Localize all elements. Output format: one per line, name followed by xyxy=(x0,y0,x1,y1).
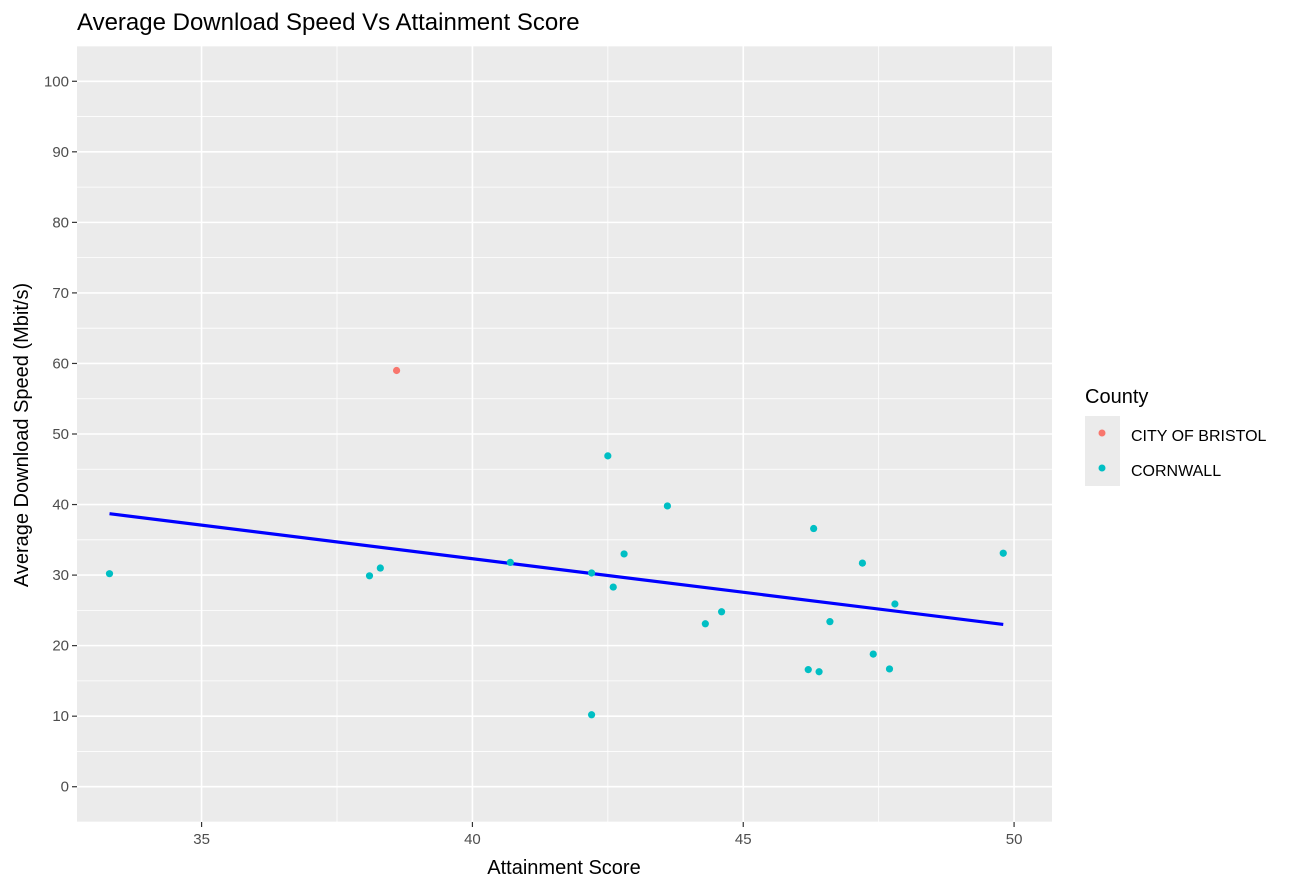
point-city-of-bristol xyxy=(392,366,401,375)
legend: County CITY OF BRISTOL CORNWALL xyxy=(1085,386,1267,486)
legend-key-bristol xyxy=(1098,429,1106,437)
point-cornwall xyxy=(609,583,617,591)
point-cornwall xyxy=(587,711,596,719)
point-cornwall xyxy=(663,502,672,510)
y-tick-label: 20 xyxy=(52,638,69,655)
legend-key-cornwall xyxy=(1098,464,1106,472)
point-cornwall xyxy=(506,558,514,566)
trend-line xyxy=(109,512,1004,627)
point-cornwall xyxy=(891,600,899,608)
point-cornwall xyxy=(999,549,1007,557)
y-tick-label: 10 xyxy=(52,708,69,725)
trend-line-group xyxy=(109,512,1004,627)
y-tick-label: 50 xyxy=(52,426,69,443)
y-tick-label: 30 xyxy=(52,567,69,584)
point-cornwall xyxy=(365,572,374,580)
legend-label-bristol: CITY OF BRISTOL xyxy=(1131,428,1267,445)
y-tick-label: 60 xyxy=(52,355,69,372)
point-cornwall xyxy=(701,620,709,628)
y-tick-label: 70 xyxy=(52,285,69,302)
x-axis-title: Attainment Score xyxy=(487,857,640,879)
point-cornwall xyxy=(105,570,114,578)
y-axis-title: Average Download Speed (Mbit/s) xyxy=(11,283,33,587)
major-gridlines xyxy=(77,46,1052,822)
y-tick-label: 40 xyxy=(52,497,69,514)
point-cornwall xyxy=(587,569,596,577)
y-tick-label: 100 xyxy=(44,73,69,90)
x-tick-label: 50 xyxy=(1006,831,1023,848)
legend-title: County xyxy=(1085,386,1148,408)
legend-label-cornwall: CORNWALL xyxy=(1131,463,1221,480)
y-tick-label: 90 xyxy=(52,144,69,161)
point-cornwall xyxy=(804,666,812,674)
x-axis-ticks: 35 40 45 50 xyxy=(193,822,1022,848)
point-cornwall xyxy=(620,550,628,558)
point-cornwall xyxy=(815,668,823,676)
y-tick-label: 0 xyxy=(61,779,69,796)
point-cornwall xyxy=(376,564,384,572)
chart-title: Average Download Speed Vs Attainment Sco… xyxy=(77,9,580,36)
point-cornwall xyxy=(858,559,867,567)
minor-gridlines xyxy=(77,45,1052,823)
point-cornwall xyxy=(810,524,818,533)
point-cornwall xyxy=(869,650,877,658)
point-cornwall xyxy=(826,618,834,626)
point-cornwall xyxy=(604,452,612,460)
point-cornwall xyxy=(717,608,726,616)
x-tick-label: 45 xyxy=(735,831,752,848)
data-points xyxy=(105,366,1007,719)
x-tick-label: 35 xyxy=(193,831,210,848)
y-axis-ticks: 0 10 20 30 40 50 60 70 80 90 100 xyxy=(44,73,77,796)
point-cornwall xyxy=(885,665,894,673)
y-tick-label: 80 xyxy=(52,214,69,231)
legend-key-background xyxy=(1085,416,1120,486)
x-tick-label: 40 xyxy=(464,831,481,848)
